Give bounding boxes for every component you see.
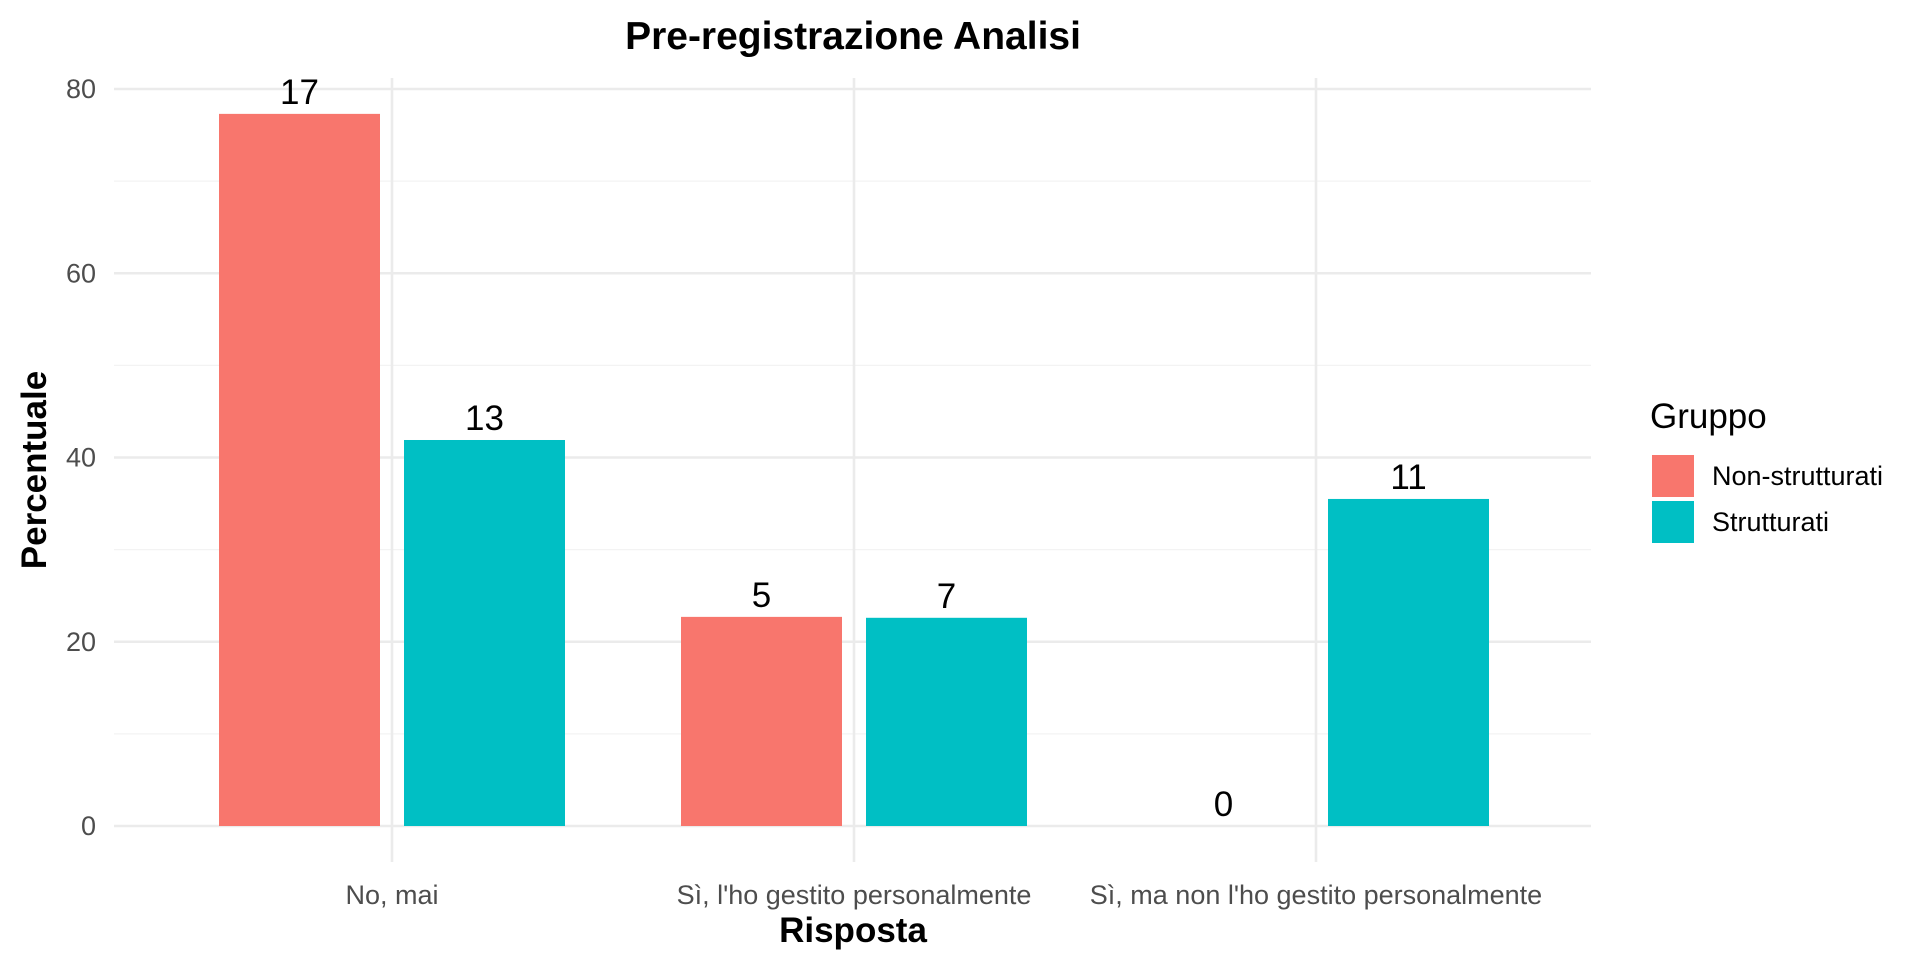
y-tick-label: 20	[66, 627, 96, 657]
bars	[219, 113, 1489, 826]
x-axis-title: Risposta	[779, 911, 927, 950]
bar-strutturati-2	[866, 617, 1027, 826]
x-tick-label: Sì, l'ho gestito personalmente	[677, 880, 1032, 910]
bar-strutturati-3	[1328, 498, 1489, 826]
y-axis-ticks: 0 20 40 60 80	[66, 74, 96, 841]
data-label: 5	[752, 576, 771, 615]
legend-key-non-strutturati	[1652, 455, 1694, 497]
y-tick-label: 0	[81, 811, 96, 841]
x-axis-ticks: No, mai Sì, l'ho gestito personalmente Sì,…	[345, 880, 1542, 910]
y-tick-label: 60	[66, 258, 96, 288]
x-tick-label: Sì, ma non l'ho gestito personalmente	[1090, 880, 1542, 910]
legend-label: Non-strutturati	[1712, 461, 1883, 491]
y-tick-label: 80	[66, 74, 96, 104]
legend: Gruppo Non-strutturati Strutturati	[1650, 397, 1883, 543]
data-label: 7	[937, 577, 956, 616]
legend-label: Strutturati	[1712, 507, 1829, 537]
y-axis-title: Percentuale	[15, 371, 54, 569]
bar-non-strutturati-1	[219, 113, 380, 826]
data-labels: 17 5 0 13 7 11	[280, 73, 1427, 824]
y-tick-label: 40	[66, 443, 96, 473]
data-label: 17	[280, 73, 319, 112]
bar-non-strutturati-2	[681, 616, 842, 826]
data-label: 13	[465, 399, 504, 438]
data-label: 11	[1390, 458, 1426, 497]
bar-strutturati-1	[404, 439, 565, 826]
legend-key-strutturati	[1652, 501, 1694, 543]
legend-title: Gruppo	[1650, 397, 1767, 436]
chart-title: Pre-registrazione Analisi	[625, 15, 1081, 58]
x-tick-label: No, mai	[345, 880, 438, 910]
data-label: 0	[1214, 785, 1233, 824]
